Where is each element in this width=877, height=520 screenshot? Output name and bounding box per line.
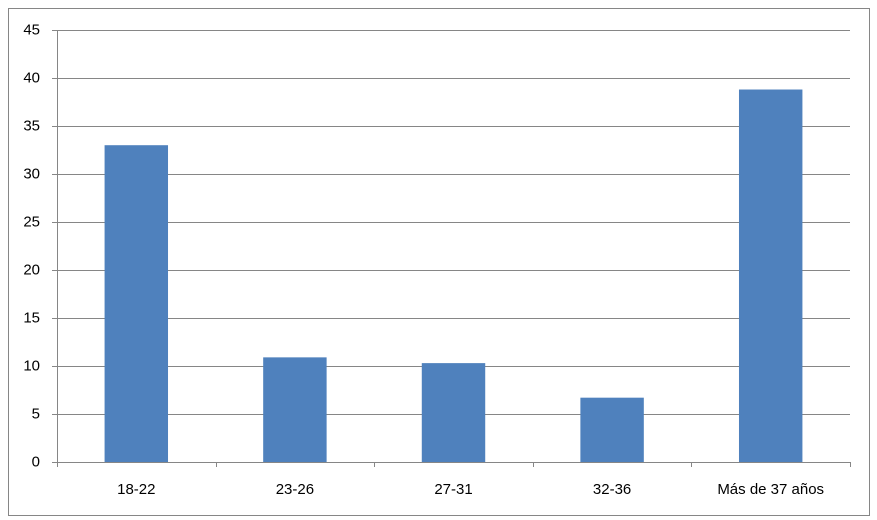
- y-tick-label: 5: [32, 405, 40, 422]
- y-tick-label: 40: [23, 69, 40, 86]
- bar: [421, 363, 486, 462]
- x-tick-label: 18-22: [117, 481, 155, 498]
- bar: [104, 145, 169, 462]
- bar: [580, 397, 644, 462]
- x-tick-label: 23-26: [276, 481, 314, 498]
- y-tick-label: 0: [32, 453, 40, 470]
- bar: [263, 357, 327, 462]
- y-tick-label: 30: [23, 165, 40, 182]
- bar: [738, 89, 803, 463]
- y-tick-label: 45: [23, 21, 40, 38]
- y-tick-label: 35: [23, 117, 40, 134]
- y-tick-label: 10: [23, 357, 40, 374]
- x-tick-label: 27-31: [434, 481, 472, 498]
- y-tick-label: 20: [23, 261, 40, 278]
- y-tick-label: 25: [23, 213, 40, 230]
- y-tick-label: 15: [23, 309, 40, 326]
- x-tick-label: 32-36: [593, 481, 631, 498]
- x-tick-label: Más de 37 años: [717, 481, 824, 498]
